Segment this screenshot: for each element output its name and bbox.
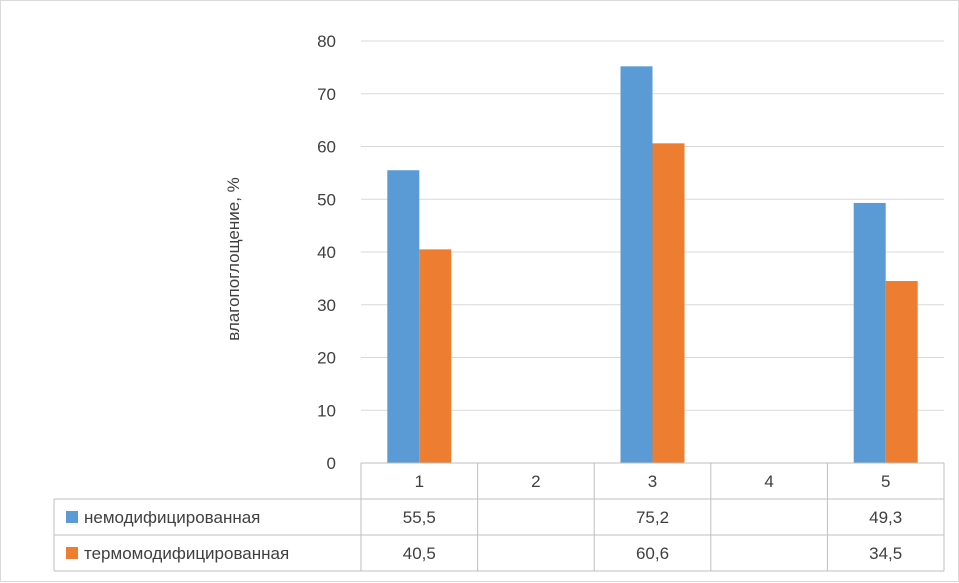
y-tick-label: 20: [317, 349, 336, 368]
legend-key: [66, 547, 78, 559]
data-label: 49,3: [869, 508, 902, 527]
legend-label: термомодифицированная: [84, 544, 289, 563]
data-table: 1 2 3 4 5 немодифицированная 55,5 75,2 49,3 термо…: [53, 462, 945, 572]
y-tick-label: 10: [317, 401, 336, 420]
bar: [387, 170, 420, 464]
data-label: 75,2: [636, 508, 669, 527]
bar: [885, 281, 918, 463]
x-tick-label: 5: [881, 472, 890, 491]
legend-label: немодифицированная: [84, 508, 260, 527]
x-tick-label: 3: [648, 472, 657, 491]
bar: [620, 66, 653, 463]
x-tick-label: 4: [764, 472, 773, 491]
x-tick-label: 2: [531, 472, 540, 491]
data-label: 40,5: [403, 544, 436, 563]
y-tick-label: 40: [317, 243, 336, 262]
y-tick-label: 60: [317, 138, 336, 157]
y-axis-title: влагопоглощение, %: [224, 177, 243, 341]
y-tick-label: 50: [317, 190, 336, 209]
y-tick-label: 70: [317, 85, 336, 104]
data-label: 34,5: [869, 544, 902, 563]
bar: [419, 249, 452, 463]
bar: [853, 202, 886, 463]
x-tick-label: 1: [415, 472, 424, 491]
data-label: 60,6: [636, 544, 669, 563]
bars: [387, 66, 918, 464]
bar: [652, 143, 685, 463]
legend-key: [66, 511, 78, 523]
y-tick-label: 80: [317, 32, 336, 51]
y-tick-labels: 0 10 20 30 40 50 60 70 80: [317, 32, 336, 473]
data-label: 55,5: [403, 508, 436, 527]
y-tick-label: 30: [317, 296, 336, 315]
y-tick-label: 0: [327, 454, 336, 473]
